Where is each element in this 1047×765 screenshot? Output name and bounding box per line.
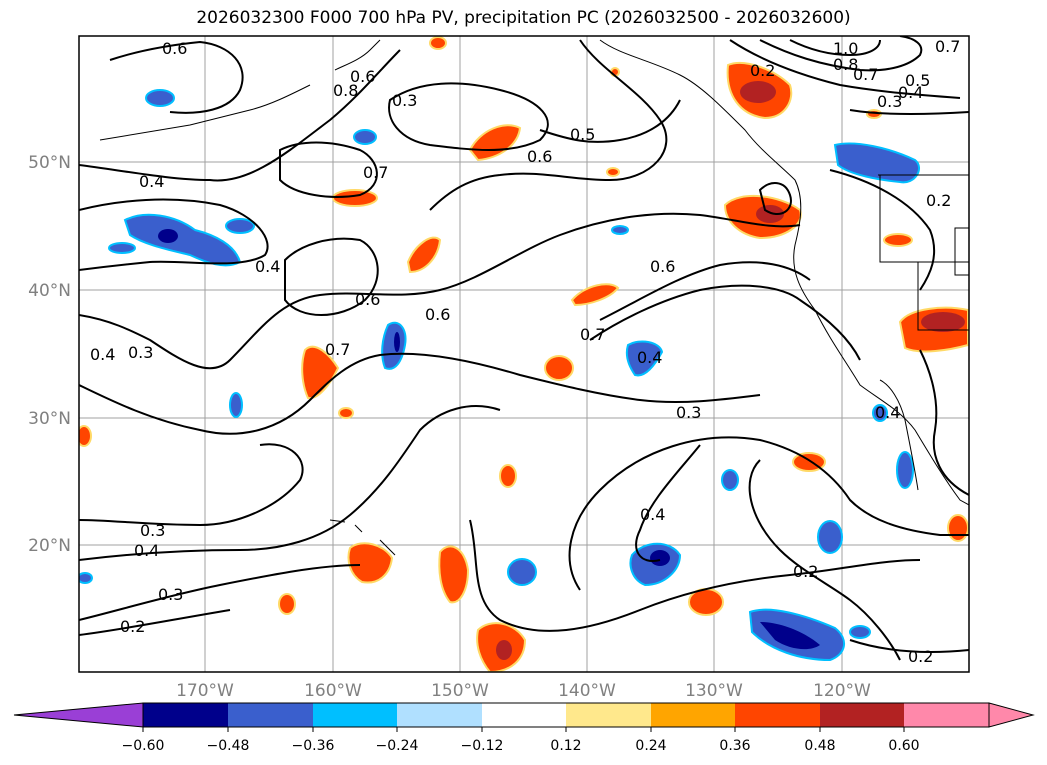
contour-label: 0.4: [139, 172, 164, 191]
lat-label: 40°N: [28, 281, 71, 301]
contour-label: 0.7: [935, 37, 960, 56]
coastlines: [99, 39, 969, 556]
contour-label: 0.4: [255, 257, 280, 276]
lon-labels: 170°W 160°W 150°W 140°W 130°W 120°W: [176, 681, 871, 701]
contour-label: 0.2: [908, 647, 933, 666]
contour-label: 0.4: [898, 83, 923, 102]
contour-label: 0.2: [793, 562, 818, 581]
lat-label: 20°N: [28, 536, 71, 556]
contour-label: 0.7: [363, 163, 388, 182]
colorbar-tick-label: 0.12: [550, 738, 581, 754]
contour-label: 0.4: [134, 541, 159, 560]
contour-labels: 0.6 0.8 0.6 0.3 0.5 0.7 0.6 0.4 0.7 0.4 …: [90, 0, 960, 666]
contour-label: 0.4: [875, 403, 900, 422]
contour-label: 0.8: [333, 81, 358, 100]
colorbar-bin: [482, 703, 566, 727]
colorbar: −0.60 −0.48 −0.36 −0.24 −0.12 0.12 0.24 …: [13, 702, 1035, 754]
contour-label: 0.2: [750, 61, 775, 80]
contour-label: 0.6: [425, 305, 450, 324]
colorbar-under-extend: [13, 702, 144, 728]
colorbar-bin: [651, 703, 735, 727]
contour-label: 0.6: [162, 39, 187, 58]
lat-labels: 50°N 40°N 30°N 20°N: [28, 153, 71, 556]
colorbar-bin: [228, 703, 313, 727]
colorbar-tick-label: 0.48: [804, 738, 835, 754]
contour-label: 0.3: [392, 91, 417, 110]
contour-label: 0.7: [325, 340, 350, 359]
colorbar-bin: [313, 703, 397, 727]
colorbar-bin: [904, 703, 989, 727]
positive-anomaly: [79, 36, 969, 672]
contour-label: 0.3: [140, 521, 165, 540]
contour-label: 0.6: [350, 67, 375, 86]
contour-label: 0.2: [120, 617, 145, 636]
colorbar-tick-label: −0.36: [292, 738, 335, 754]
contour-label: 0.7: [853, 65, 878, 84]
contour-label: 0.7: [580, 325, 605, 344]
contour-label: 0.2: [926, 191, 951, 210]
contour-label: 0.6: [650, 257, 675, 276]
lon-label: 140°W: [558, 681, 616, 701]
colorbar-bin: [735, 703, 820, 727]
colorbar-tick-label: −0.24: [376, 738, 419, 754]
map-title: 2026032300 F000 700 hPa PV, precipitatio…: [196, 8, 851, 28]
contour-label: 0.3: [676, 403, 701, 422]
contour-label: 0.8: [833, 55, 858, 74]
contour-label: 0.6: [355, 290, 380, 309]
lon-label: 150°W: [431, 681, 489, 701]
contour-label: 0.5: [905, 71, 930, 90]
contour-label: 0.3: [877, 92, 902, 111]
lat-label: 30°N: [28, 409, 71, 429]
contour-label: 0.3: [158, 585, 183, 604]
colorbar-tick-label: 0.24: [635, 738, 666, 754]
contour-label: 0.3: [128, 343, 153, 362]
contour-label: 0.6: [527, 147, 552, 166]
contour-label: 0.4: [637, 348, 662, 367]
contour-label: 0.7: [369, 0, 394, 14]
contour-label: 0.4: [90, 345, 115, 364]
colorbar-bin: [566, 703, 651, 727]
colorbar-tick-label: 0.60: [888, 738, 919, 754]
lat-label: 50°N: [28, 153, 71, 173]
colorbar-tick-label: −0.48: [207, 738, 250, 754]
colorbar-tick-label: −0.60: [122, 738, 165, 754]
lon-label: 130°W: [685, 681, 743, 701]
map-frame: [78, 35, 970, 673]
colorbar-bin: [143, 703, 228, 727]
pv-contours: [79, 36, 969, 661]
contour-label: 1.0: [833, 39, 858, 58]
colorbar-over-extend: [988, 702, 1035, 728]
precip-shading: [79, 36, 969, 672]
colorbar-bin: [820, 703, 904, 727]
colorbar-bin: [397, 703, 482, 727]
lon-label: 160°W: [304, 681, 362, 701]
contour-label: 0.4: [640, 505, 665, 524]
colorbar-tick-label: 0.36: [719, 738, 750, 754]
contour-label: 0.5: [570, 125, 595, 144]
negative-anomaly: [79, 89, 920, 662]
colorbar-tick-label: −0.12: [461, 738, 504, 754]
lon-label: 120°W: [813, 681, 871, 701]
lon-label: 170°W: [176, 681, 234, 701]
